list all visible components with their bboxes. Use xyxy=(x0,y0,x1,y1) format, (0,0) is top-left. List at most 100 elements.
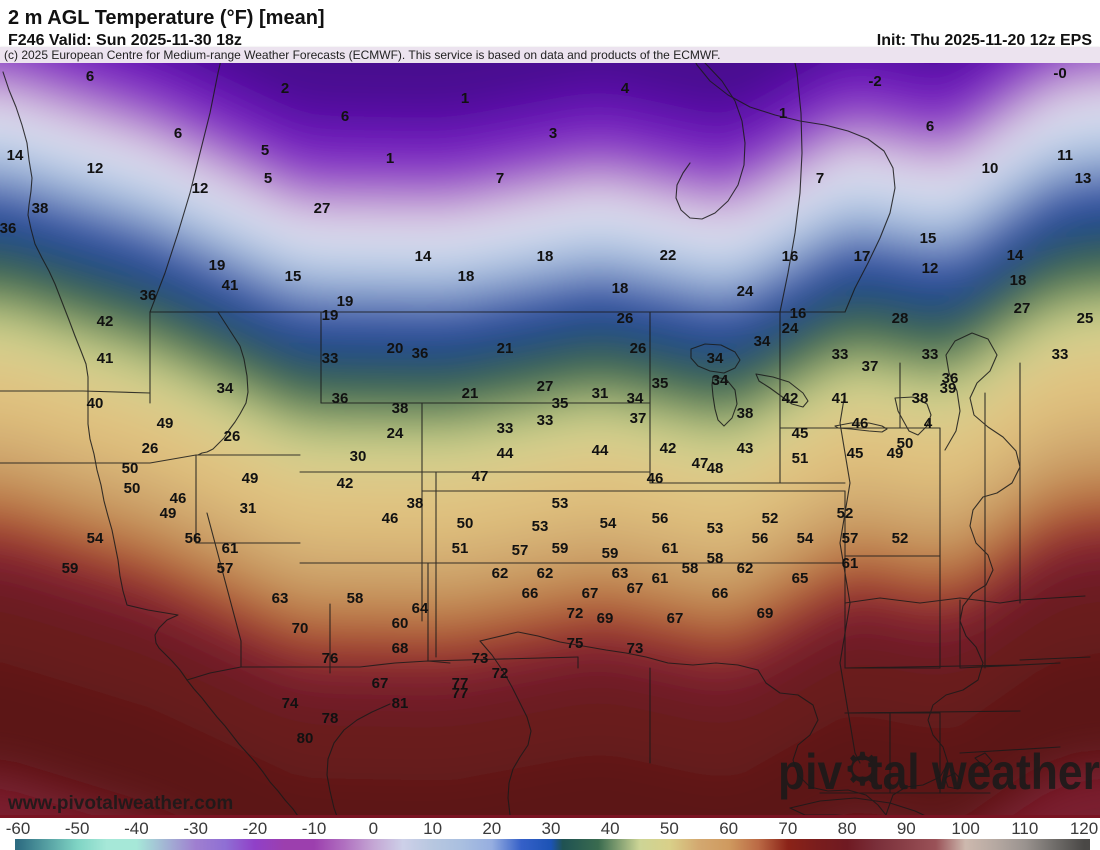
svg-text:31: 31 xyxy=(592,385,609,402)
svg-text:38: 38 xyxy=(737,405,754,422)
svg-text:57: 57 xyxy=(512,542,529,559)
svg-text:52: 52 xyxy=(837,505,854,522)
svg-text:15: 15 xyxy=(920,230,937,247)
svg-text:7: 7 xyxy=(816,170,824,187)
svg-text:12: 12 xyxy=(192,180,209,197)
svg-text:77: 77 xyxy=(452,685,469,702)
svg-text:37: 37 xyxy=(862,358,879,375)
svg-text:68: 68 xyxy=(392,640,409,657)
svg-text:42: 42 xyxy=(660,440,677,457)
svg-text:58: 58 xyxy=(682,560,699,577)
svg-text:44: 44 xyxy=(592,442,609,459)
svg-text:26: 26 xyxy=(617,310,634,327)
svg-text:35: 35 xyxy=(652,375,669,392)
svg-text:62: 62 xyxy=(492,565,509,582)
svg-text:62: 62 xyxy=(737,560,754,577)
svg-text:31: 31 xyxy=(240,500,257,517)
svg-text:13: 13 xyxy=(1075,170,1092,187)
svg-text:56: 56 xyxy=(752,530,769,547)
svg-text:24: 24 xyxy=(387,425,404,442)
svg-text:65: 65 xyxy=(792,570,809,587)
svg-text:26: 26 xyxy=(142,440,159,457)
svg-text:41: 41 xyxy=(832,390,849,407)
svg-text:75: 75 xyxy=(567,635,584,652)
svg-text:5: 5 xyxy=(264,170,272,187)
svg-text:51: 51 xyxy=(452,540,469,557)
svg-text:59: 59 xyxy=(62,560,79,577)
svg-text:59: 59 xyxy=(552,540,569,557)
svg-text:27: 27 xyxy=(314,200,331,217)
svg-text:1: 1 xyxy=(779,105,787,122)
svg-text:67: 67 xyxy=(372,675,389,692)
svg-text:46: 46 xyxy=(852,415,869,432)
svg-text:58: 58 xyxy=(707,550,724,567)
svg-text:36: 36 xyxy=(0,220,16,237)
svg-text:53: 53 xyxy=(532,518,549,535)
svg-text:49: 49 xyxy=(242,470,259,487)
svg-text:4: 4 xyxy=(621,80,630,97)
svg-text:67: 67 xyxy=(667,610,684,627)
svg-text:51: 51 xyxy=(792,450,809,467)
svg-text:54: 54 xyxy=(797,530,814,547)
svg-text:54: 54 xyxy=(87,530,104,547)
svg-text:24: 24 xyxy=(782,320,799,337)
svg-text:56: 56 xyxy=(652,510,669,527)
svg-text:72: 72 xyxy=(492,665,509,682)
svg-text:27: 27 xyxy=(537,378,554,395)
svg-text:39: 39 xyxy=(940,380,957,397)
svg-text:50: 50 xyxy=(457,515,474,532)
svg-text:30: 30 xyxy=(350,448,367,465)
svg-text:33: 33 xyxy=(1052,346,1069,363)
svg-text:43: 43 xyxy=(737,440,754,457)
svg-text:piv: piv xyxy=(778,745,843,801)
svg-text:38: 38 xyxy=(32,200,49,217)
svg-text:42: 42 xyxy=(337,475,354,492)
svg-text:18: 18 xyxy=(458,268,475,285)
svg-text:36: 36 xyxy=(140,287,157,304)
svg-text:6: 6 xyxy=(926,118,934,135)
svg-text:12: 12 xyxy=(87,160,104,177)
svg-text:22: 22 xyxy=(660,247,677,264)
svg-text:70: 70 xyxy=(292,620,309,637)
svg-text:33: 33 xyxy=(922,346,939,363)
svg-text:18: 18 xyxy=(537,248,554,265)
svg-text:26: 26 xyxy=(630,340,647,357)
svg-text:76: 76 xyxy=(322,650,339,667)
svg-text:74: 74 xyxy=(282,695,299,712)
svg-text:19: 19 xyxy=(337,293,354,310)
svg-text:25: 25 xyxy=(1077,310,1094,327)
svg-text:50: 50 xyxy=(122,460,139,477)
svg-text:33: 33 xyxy=(322,350,339,367)
svg-text:14: 14 xyxy=(415,248,432,265)
svg-text:28: 28 xyxy=(892,310,909,327)
svg-text:15: 15 xyxy=(285,268,302,285)
svg-text:34: 34 xyxy=(217,380,234,397)
svg-text:33: 33 xyxy=(497,420,514,437)
svg-text:24: 24 xyxy=(737,283,754,300)
svg-text:38: 38 xyxy=(407,495,424,512)
svg-text:38: 38 xyxy=(912,390,929,407)
svg-text:57: 57 xyxy=(842,530,859,547)
svg-text:36: 36 xyxy=(332,390,349,407)
svg-text:69: 69 xyxy=(757,605,774,622)
svg-text:40: 40 xyxy=(87,395,104,412)
svg-text:14: 14 xyxy=(7,147,24,164)
svg-text:4: 4 xyxy=(924,415,933,432)
svg-text:46: 46 xyxy=(647,470,664,487)
svg-text:66: 66 xyxy=(712,585,729,602)
svg-text:36: 36 xyxy=(412,345,429,362)
svg-text:2: 2 xyxy=(281,80,289,97)
svg-text:3: 3 xyxy=(549,125,557,142)
svg-text:81: 81 xyxy=(392,695,409,712)
svg-text:10: 10 xyxy=(982,160,999,177)
svg-text:49: 49 xyxy=(160,505,177,522)
svg-text:66: 66 xyxy=(522,585,539,602)
svg-text:63: 63 xyxy=(272,590,289,607)
svg-text:26: 26 xyxy=(224,428,241,445)
svg-text:56: 56 xyxy=(185,530,202,547)
svg-text:61: 61 xyxy=(222,540,239,557)
svg-text:41: 41 xyxy=(97,350,114,367)
svg-text:42: 42 xyxy=(782,390,799,407)
svg-text:45: 45 xyxy=(847,445,864,462)
svg-text:6: 6 xyxy=(174,125,182,142)
